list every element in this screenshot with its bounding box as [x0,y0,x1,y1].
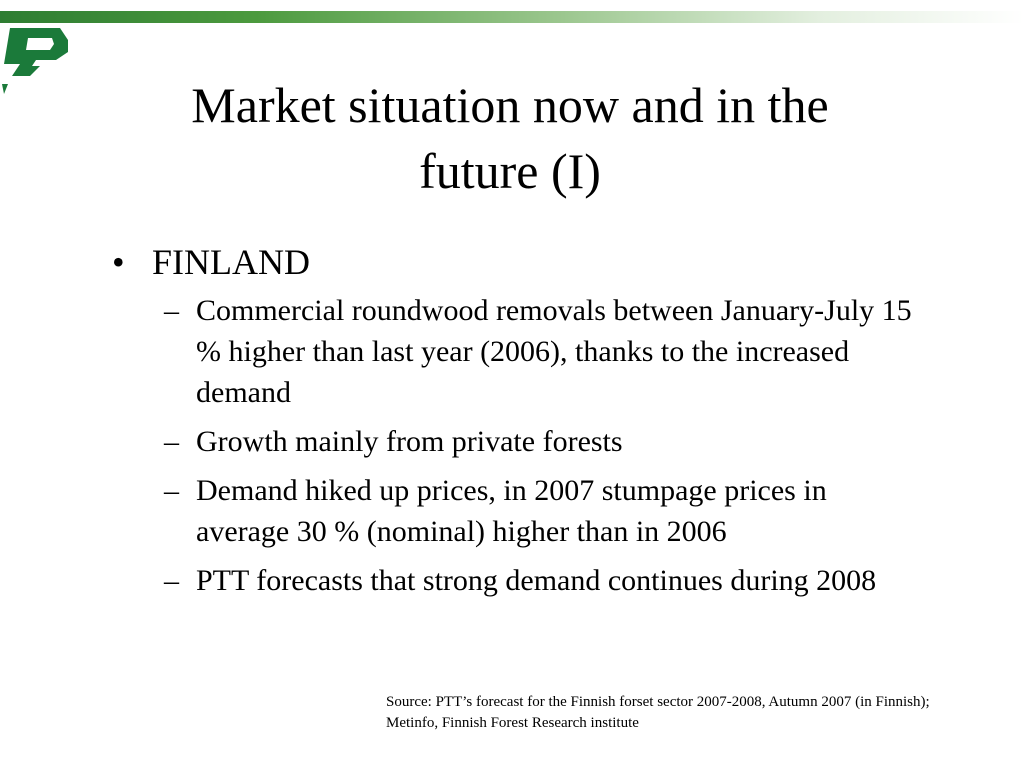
sub-bullet-item: – PTT forecasts that strong demand conti… [164,560,932,601]
logo-icon [0,26,72,96]
bullet-marker: • [112,242,125,282]
slide-title: Market situation now and in the future (… [100,72,920,204]
sub-bullet-list: – Commercial roundwood removals between … [164,290,932,601]
sub-bullet-marker: – [164,564,179,597]
title-line-1: Market situation now and in the [191,77,829,133]
title-line-2: future (I) [419,143,601,199]
sub-bullet-item: – Demand hiked up prices, in 2007 stumpa… [164,470,932,552]
sub-bullet-text: Commercial roundwood removals between Ja… [196,294,912,409]
sub-bullet-marker: – [164,425,179,458]
sub-bullet-marker: – [164,294,179,327]
sub-bullet-text: PTT forecasts that strong demand continu… [196,564,877,597]
sub-bullet-text: Growth mainly from private forests [196,425,623,458]
sub-bullet-item: – Commercial roundwood removals between … [164,290,932,413]
top-gradient-bar [0,11,1024,23]
main-bullet: • FINLAND [112,240,932,284]
source-note: Source: PTT’s forecast for the Finnish f… [386,694,930,731]
sub-bullet-text: Demand hiked up prices, in 2007 stumpage… [196,474,827,548]
sub-bullet-item: – Growth mainly from private forests [164,421,932,462]
main-bullet-text: FINLAND [152,242,310,282]
content-area: • FINLAND – Commercial roundwood removal… [112,240,932,609]
sub-bullet-marker: – [164,474,179,507]
